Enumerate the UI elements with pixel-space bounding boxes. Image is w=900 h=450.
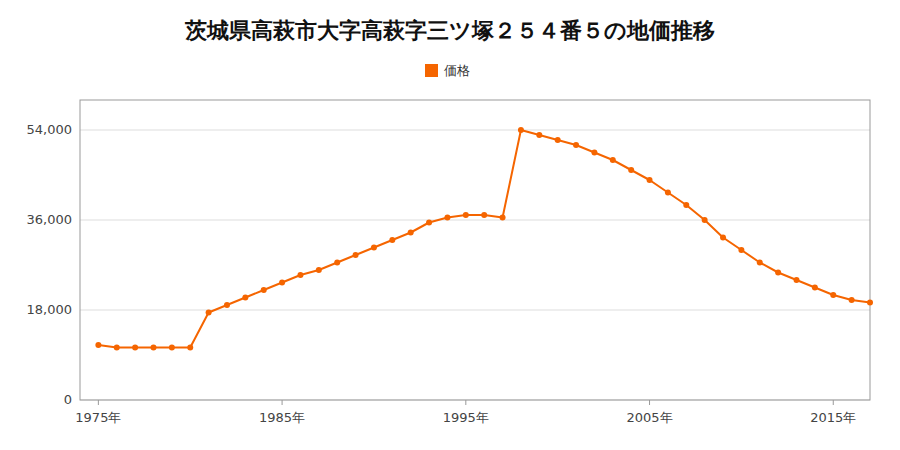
point bbox=[316, 267, 322, 273]
point bbox=[536, 132, 542, 138]
point bbox=[573, 142, 579, 148]
point bbox=[206, 310, 212, 316]
point bbox=[444, 215, 450, 221]
grid-line bbox=[80, 220, 870, 221]
x-tick-label: 1985年 bbox=[259, 410, 305, 425]
legend-swatch bbox=[425, 64, 438, 77]
point bbox=[279, 280, 285, 286]
point bbox=[187, 345, 193, 351]
grid-line bbox=[80, 310, 870, 311]
point bbox=[334, 260, 340, 266]
title: 茨城県高萩市大字高萩字三ツ塚２５４番５の地価推移 bbox=[184, 18, 715, 43]
point bbox=[371, 245, 377, 251]
y-tick-label: 36,000 bbox=[27, 212, 73, 227]
y-tick-label: 0 bbox=[64, 392, 72, 407]
y-tick-label: 18,000 bbox=[27, 302, 73, 317]
point bbox=[150, 345, 156, 351]
point bbox=[95, 342, 101, 348]
x-tick bbox=[282, 400, 283, 405]
point bbox=[297, 272, 303, 278]
x-tick-label: 1975年 bbox=[75, 410, 121, 425]
x-tick bbox=[98, 400, 99, 405]
point bbox=[665, 190, 671, 196]
grid bbox=[80, 130, 870, 400]
point bbox=[683, 202, 689, 208]
line bbox=[98, 130, 870, 348]
point bbox=[555, 137, 561, 143]
point bbox=[242, 295, 248, 301]
point bbox=[738, 247, 744, 253]
point bbox=[794, 277, 800, 283]
point bbox=[518, 127, 524, 133]
point bbox=[481, 212, 487, 218]
x-tick-label: 2015年 bbox=[810, 410, 856, 425]
point bbox=[169, 345, 175, 351]
legend-label: 価格 bbox=[444, 63, 470, 78]
point bbox=[591, 150, 597, 156]
point bbox=[261, 287, 267, 293]
point bbox=[720, 235, 726, 241]
y-tick-label: 54,000 bbox=[27, 122, 73, 137]
legend: 価格 bbox=[425, 63, 470, 78]
point bbox=[647, 177, 653, 183]
point bbox=[132, 345, 138, 351]
point bbox=[867, 300, 873, 306]
point bbox=[353, 252, 359, 258]
point bbox=[114, 345, 120, 351]
point bbox=[610, 157, 616, 163]
point bbox=[812, 285, 818, 291]
x-tick bbox=[649, 400, 650, 405]
point bbox=[426, 220, 432, 226]
grid-line bbox=[80, 130, 870, 131]
point bbox=[757, 260, 763, 266]
x-tick-label: 2005年 bbox=[626, 410, 672, 425]
point bbox=[463, 212, 469, 218]
chart: 茨城県高萩市大字高萩字三ツ塚２５４番５の地価推移 0 18,000 36,000 54,… bbox=[0, 0, 900, 450]
x-tick bbox=[465, 400, 466, 405]
point bbox=[224, 302, 230, 308]
point bbox=[389, 237, 395, 243]
point bbox=[830, 292, 836, 298]
point bbox=[702, 217, 708, 223]
plot-area bbox=[95, 127, 873, 351]
point bbox=[775, 270, 781, 276]
plot-frame bbox=[80, 100, 870, 400]
point bbox=[408, 230, 414, 236]
point bbox=[500, 215, 506, 221]
x-tick bbox=[833, 400, 834, 405]
point bbox=[849, 297, 855, 303]
point bbox=[628, 167, 634, 173]
x-tick-label: 1995年 bbox=[443, 410, 489, 425]
